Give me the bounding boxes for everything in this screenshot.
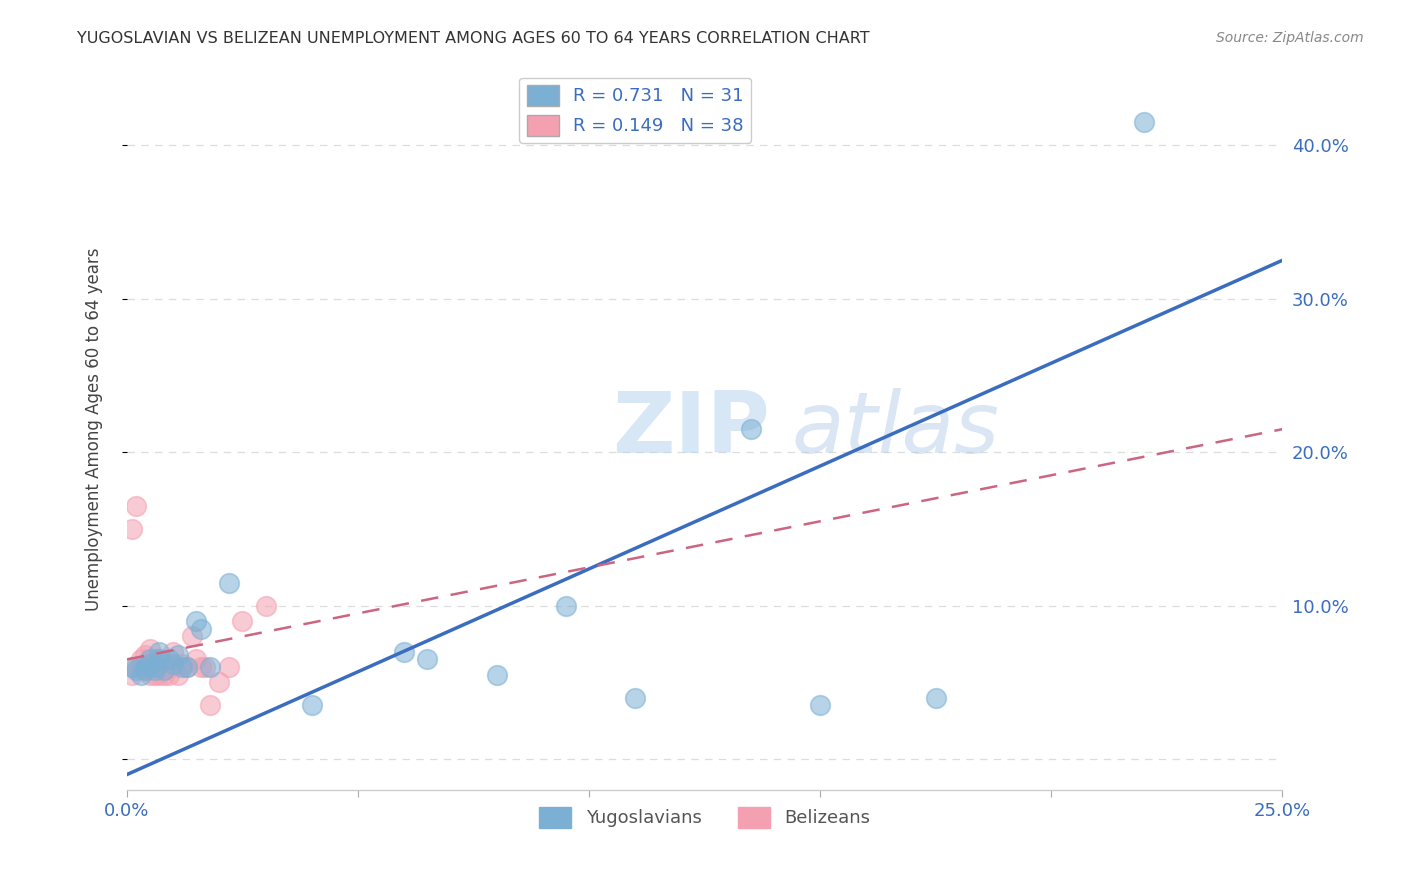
Point [129,668,152,682]
Point [148,668,170,682]
Point [129,652,152,666]
Point [143,660,166,674]
Point [190,660,212,674]
Point [153,663,176,677]
Point [121,522,143,536]
Point [190,622,212,636]
Point [194,660,217,674]
Point [153,660,176,674]
Point [254,599,277,613]
Point [148,660,170,674]
Point [162,660,184,674]
Point [176,660,198,674]
Point [186,652,208,666]
Point [139,668,162,682]
Point [162,657,184,671]
Point [485,668,508,682]
Point [148,652,170,666]
Point [808,698,831,713]
Point [208,675,231,690]
Point [143,663,166,677]
Point [231,614,253,628]
Point [148,645,170,659]
Point [134,660,156,674]
Text: ZIP: ZIP [612,388,770,471]
Y-axis label: Unemployment Among Ages 60 to 64 years: Unemployment Among Ages 60 to 64 years [86,247,103,611]
Point [143,668,166,682]
Text: atlas: atlas [792,388,1000,471]
Point [139,641,162,656]
Point [740,422,762,436]
Point [172,660,194,674]
Text: YUGOSLAVIAN VS BELIZEAN UNEMPLOYMENT AMONG AGES 60 TO 64 YEARS CORRELATION CHART: YUGOSLAVIAN VS BELIZEAN UNEMPLOYMENT AMO… [77,31,870,46]
Point [624,690,647,705]
Point [157,668,180,682]
Point [218,660,240,674]
Point [139,660,162,674]
Point [218,575,240,590]
Legend: Yugoslavians, Belizeans: Yugoslavians, Belizeans [531,800,877,835]
Point [143,660,166,674]
Point [134,657,156,671]
Point [1132,115,1154,129]
Point [162,645,184,659]
Point [924,690,946,705]
Point [416,652,439,666]
Point [157,652,180,666]
Point [186,614,208,628]
Point [134,663,156,677]
Point [143,652,166,666]
Point [134,648,156,662]
Point [392,645,415,659]
Point [198,698,221,713]
Text: Source: ZipAtlas.com: Source: ZipAtlas.com [1216,31,1364,45]
Point [166,648,188,662]
Point [172,657,194,671]
Point [153,668,176,682]
Point [198,660,221,674]
Point [121,668,143,682]
Point [125,499,148,513]
Point [121,660,143,674]
Point [301,698,323,713]
Point [125,660,148,674]
Point [176,660,198,674]
Point [139,652,162,666]
Point [139,657,162,671]
Point [139,660,162,674]
Point [148,652,170,666]
Point [129,660,152,674]
Point [134,663,156,677]
Point [555,599,578,613]
Point [157,660,180,674]
Point [180,629,202,643]
Point [153,657,176,671]
Point [125,663,148,677]
Point [166,668,188,682]
